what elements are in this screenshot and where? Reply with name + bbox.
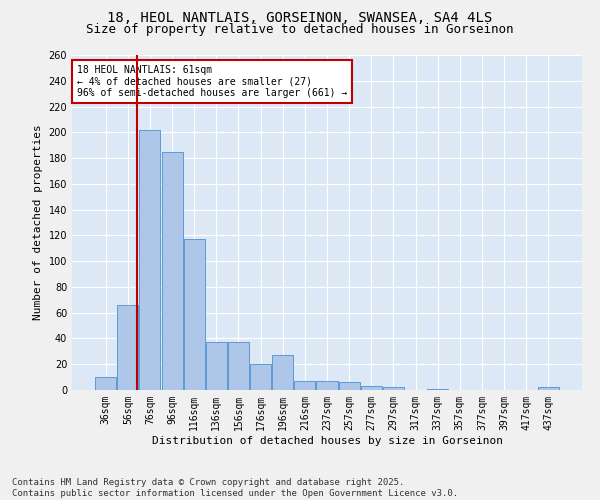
Bar [361,386,382,390]
Bar [295,381,316,390]
Bar [250,364,271,390]
Y-axis label: Number of detached properties: Number of detached properties [33,124,43,320]
Bar [184,240,205,390]
Bar [338,382,359,390]
Bar [228,342,249,390]
Bar [538,388,559,390]
Text: Size of property relative to detached houses in Gorseinon: Size of property relative to detached ho… [86,22,514,36]
Text: 18, HEOL NANTLAIS, GORSEINON, SWANSEA, SA4 4LS: 18, HEOL NANTLAIS, GORSEINON, SWANSEA, S… [107,11,493,25]
Bar [383,388,404,390]
Bar [118,305,139,390]
X-axis label: Distribution of detached houses by size in Gorseinon: Distribution of detached houses by size … [151,436,503,446]
Bar [161,152,182,390]
Bar [272,355,293,390]
Text: Contains HM Land Registry data © Crown copyright and database right 2025.
Contai: Contains HM Land Registry data © Crown c… [12,478,458,498]
Bar [206,342,227,390]
Bar [427,388,448,390]
Bar [316,381,338,390]
Text: 18 HEOL NANTLAIS: 61sqm
← 4% of detached houses are smaller (27)
96% of semi-det: 18 HEOL NANTLAIS: 61sqm ← 4% of detached… [77,65,347,98]
Bar [95,377,116,390]
Bar [139,130,160,390]
